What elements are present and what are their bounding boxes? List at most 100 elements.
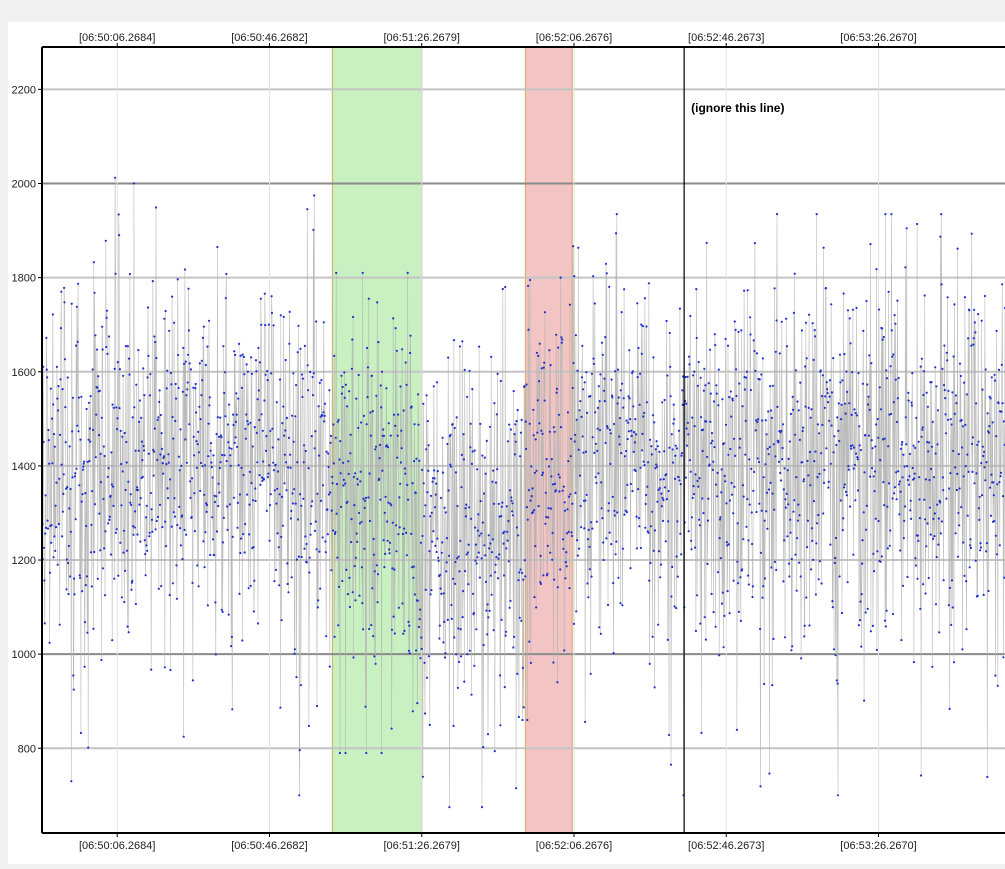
data-point: [724, 475, 726, 477]
data-point: [810, 568, 812, 570]
data-point: [817, 423, 819, 425]
data-point: [380, 384, 382, 386]
data-point: [780, 430, 782, 432]
data-point: [657, 445, 659, 447]
data-point: [330, 442, 332, 444]
data-point: [853, 408, 855, 410]
data-point: [882, 481, 884, 483]
data-point: [241, 387, 243, 389]
data-point: [340, 506, 342, 508]
data-point: [706, 456, 708, 458]
data-point: [350, 518, 352, 520]
data-point: [166, 370, 168, 372]
data-point: [306, 208, 308, 210]
data-point: [273, 324, 275, 326]
data-point: [148, 453, 150, 455]
data-point: [246, 494, 248, 496]
data-point: [85, 525, 87, 527]
data-point: [224, 371, 226, 373]
data-point: [558, 473, 560, 475]
data-point: [874, 445, 876, 447]
data-point: [471, 388, 473, 390]
data-point: [475, 628, 477, 630]
data-point: [549, 552, 551, 554]
data-point: [994, 374, 996, 376]
data-point: [881, 327, 883, 329]
data-point: [851, 444, 853, 446]
data-point: [158, 401, 160, 403]
data-point: [987, 412, 989, 414]
data-point: [384, 512, 386, 514]
data-point: [699, 524, 701, 526]
data-point: [141, 441, 143, 443]
data-point: [111, 639, 113, 641]
data-point: [456, 557, 458, 559]
data-point: [544, 311, 546, 313]
data-point: [828, 481, 830, 483]
data-point: [46, 369, 48, 371]
data-point: [681, 452, 683, 454]
data-point: [269, 540, 271, 542]
data-point: [900, 639, 902, 641]
data-point: [152, 280, 154, 282]
data-point: [478, 535, 480, 537]
data-point: [686, 376, 688, 378]
data-point: [474, 560, 476, 562]
data-point: [454, 583, 456, 585]
data-point: [145, 516, 147, 518]
data-point: [393, 616, 395, 618]
data-point: [342, 386, 344, 388]
data-point: [613, 423, 615, 425]
data-point: [827, 487, 829, 489]
data-point: [48, 463, 50, 465]
data-point: [487, 616, 489, 618]
data-point: [200, 462, 202, 464]
data-point: [577, 247, 579, 249]
data-point: [91, 585, 93, 587]
data-point: [926, 441, 928, 443]
data-point: [376, 301, 378, 303]
data-point: [108, 519, 110, 521]
data-point: [114, 273, 116, 275]
data-point: [803, 478, 805, 480]
data-point: [1000, 411, 1002, 413]
data-point: [214, 601, 216, 603]
data-point: [702, 450, 704, 452]
data-point: [153, 475, 155, 477]
data-point: [787, 469, 789, 471]
data-point: [688, 363, 690, 365]
data-point: [116, 528, 118, 530]
data-point: [753, 350, 755, 352]
data-point: [527, 329, 529, 331]
data-point: [517, 579, 519, 581]
data-point: [925, 478, 927, 480]
data-point: [796, 400, 798, 402]
data-point: [1001, 364, 1003, 366]
data-point: [309, 534, 311, 536]
data-point: [630, 483, 632, 485]
data-point: [445, 511, 447, 513]
data-point: [831, 391, 833, 393]
data-point: [607, 510, 609, 512]
x-tick-label-top: [06:53:26.2670]: [840, 32, 916, 44]
data-point: [882, 339, 884, 341]
data-point: [794, 273, 796, 275]
data-point: [997, 685, 999, 687]
data-point: [629, 397, 631, 399]
data-point: [802, 427, 804, 429]
data-point: [950, 418, 952, 420]
data-point: [711, 432, 713, 434]
data-point: [776, 406, 778, 408]
data-point: [731, 482, 733, 484]
data-point: [452, 578, 454, 580]
data-point: [518, 571, 520, 573]
data-point: [298, 794, 300, 796]
data-point: [178, 506, 180, 508]
data-point: [322, 411, 324, 413]
data-point: [657, 624, 659, 626]
data-point: [232, 414, 234, 416]
data-point: [402, 533, 404, 535]
data-point: [304, 535, 306, 537]
data-point: [362, 498, 364, 500]
data-point: [456, 416, 458, 418]
